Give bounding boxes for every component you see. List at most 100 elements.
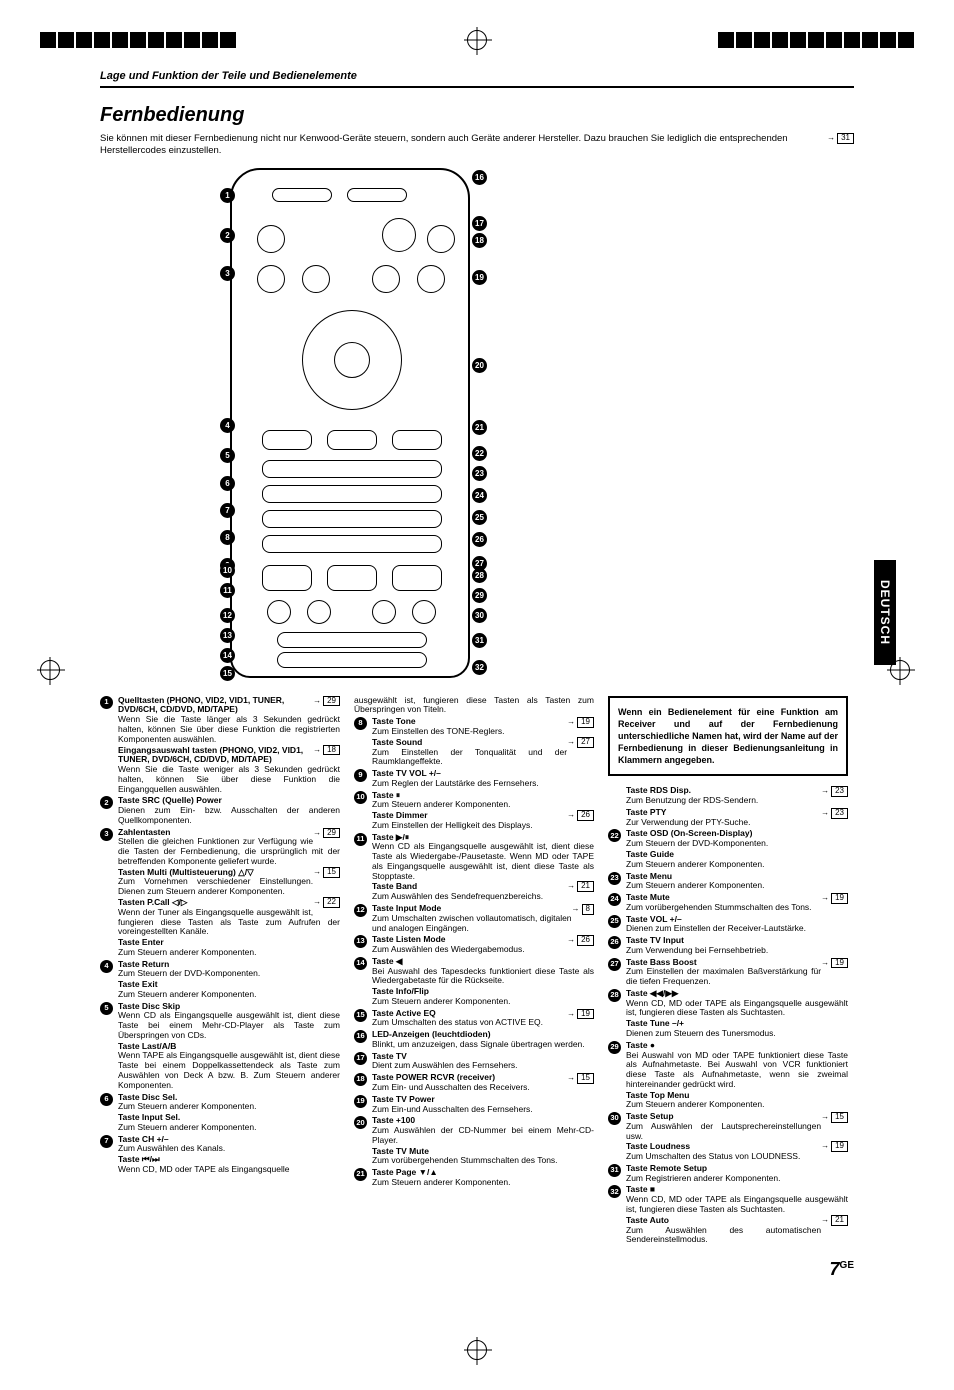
item-sub-description: Zum Steuern anderer Komponenten.	[372, 997, 594, 1007]
description-column-2: ausgewählt ist, fungieren diese Tasten a…	[354, 696, 594, 1247]
item-heading: Taste Page ▼/▲	[372, 1167, 438, 1177]
item-number-badge: 11	[354, 833, 367, 846]
item-description: Zum Reglen der Lautstärke des Fernsehers…	[372, 779, 594, 789]
page-ref: 29	[313, 696, 340, 707]
callout-number: 30	[472, 608, 487, 623]
item-heading: Quelltasten (PHONO, VID2, VID1, TUNER, D…	[118, 695, 284, 715]
item-heading: Taste Bass Boost	[626, 957, 697, 967]
registration-marks-top	[0, 0, 954, 50]
item-number-badge: 2	[100, 796, 113, 809]
callout-number: 2	[220, 228, 235, 243]
callout-number: 19	[472, 270, 487, 285]
callout-number: 8	[220, 530, 235, 545]
item-description: Zum Ein- und Ausschalten des Receivers.	[372, 1083, 594, 1093]
description-item: 19Taste TV PowerZum Ein-und Ausschalten …	[354, 1095, 594, 1115]
item-number-badge: 17	[354, 1052, 367, 1065]
item-sub-description: Zum Einstellen der Tonqualität und der R…	[372, 748, 594, 768]
item-sub-description: Zum Auswählen des Sendefrequenzbereichs.	[372, 892, 594, 902]
item-number-badge: 32	[608, 1185, 621, 1198]
description-item: 129Quelltasten (PHONO, VID2, VID1, TUNER…	[100, 696, 340, 795]
page-ref: 19	[821, 958, 848, 969]
page-number: 7GE	[100, 1259, 854, 1280]
item-description: Bei Auswahl von MD oder TAPE funktionier…	[626, 1051, 848, 1090]
remote-outline	[230, 168, 470, 678]
item-number-badge: 24	[608, 893, 621, 906]
item-description: Zum Auswählen des Wiedergabemodus.	[372, 945, 594, 955]
item-description: Zum Auswählen der CD-Nummer bei einem Me…	[372, 1126, 594, 1146]
callout-number: 24	[472, 488, 487, 503]
item-number-badge: 19	[354, 1095, 367, 1108]
item-description: Zum Steuern anderer Komponenten.	[372, 1178, 594, 1188]
callout-number: 23	[472, 466, 487, 481]
item-description: Zum Auswählen der Lautsprechereinstellun…	[626, 1122, 848, 1142]
item-number-badge: 6	[100, 1093, 113, 1106]
callout-number: 16	[472, 170, 487, 185]
item-description: Wenn CD als Eingangsquelle ausgewählt is…	[372, 842, 594, 881]
callout-number: 13	[220, 628, 235, 643]
description-item: 11 Taste ▶/⏸Wenn CD als Eingangsquelle au…	[354, 833, 594, 902]
item-description: Dienen zum Einstellen der Receiver-Lauts…	[626, 924, 848, 934]
item-sub-description: Wenn der Tuner als Eingangsquelle ausgew…	[118, 908, 340, 937]
item-heading: Taste TV VOL +/–	[372, 768, 441, 778]
item-sub-description: Wenn CD, MD oder TAPE als Eingangsquelle	[118, 1165, 340, 1175]
description-item: 23Taste MenuZum Steuern anderer Komponen…	[608, 872, 848, 892]
item-heading: Taste Listen Mode	[372, 934, 446, 944]
page-ref: 19	[821, 893, 848, 904]
callout-number: 25	[472, 510, 487, 525]
registration-target-icon	[467, 30, 487, 50]
item-description: Zum vorübergehenden Stummschalten des To…	[626, 903, 848, 913]
item-heading: Taste ■	[626, 1184, 655, 1194]
page-ref: 27	[567, 737, 594, 748]
description-item: 31Taste Remote SetupZum Registrieren and…	[608, 1164, 848, 1184]
description-item: 17Taste TVDient zum Auswählen des Fernse…	[354, 1052, 594, 1072]
page-ref: 21	[821, 1215, 848, 1226]
page-ref: 23	[821, 808, 848, 819]
item-sub-description: Zum Steuern anderer Komponenten.	[118, 990, 340, 1000]
item-number-badge: 21	[354, 1168, 367, 1181]
description-item: 29Taste ●Bei Auswahl von MD oder TAPE fu…	[608, 1041, 848, 1110]
item-description: Zum Steuern anderer Komponenten.	[118, 1102, 340, 1112]
item-number-badge: 29	[608, 1041, 621, 1054]
item-description: Wenn CD, MD oder TAPE als Eingangsquelle…	[626, 999, 848, 1019]
description-item: 5Taste Disc SkipWenn CD als Eingangsquel…	[100, 1002, 340, 1091]
item-number-badge: 26	[608, 936, 621, 949]
item-sub-description: Zum Vornehmen verschiedener Einstellunge…	[118, 877, 340, 897]
registration-target-bottom	[0, 1320, 954, 1390]
callout-number: 5	[220, 448, 235, 463]
item-heading: Taste ◀	[372, 956, 402, 966]
item-description: Zum Steuern anderer Komponenten.	[372, 800, 594, 810]
naming-note-box: Wenn ein Bedienelement für eine Funktion…	[608, 696, 848, 777]
callout-number: 7	[220, 503, 235, 518]
item-number-badge: 4	[100, 960, 113, 973]
section-breadcrumb: Lage und Funktion der Teile und Bedienel…	[100, 70, 854, 88]
item-description: Zum Umschalten zwischen vollautomatisch,…	[372, 914, 594, 934]
item-number-badge: 18	[354, 1073, 367, 1086]
description-item: 28Taste ◀◀/▶▶Wenn CD, MD oder TAPE als E…	[608, 989, 848, 1039]
item-heading: Taste +100	[372, 1115, 415, 1125]
callout-number: 15	[220, 666, 235, 681]
callout-number: 20	[472, 358, 487, 373]
callout-number: 18	[472, 233, 487, 248]
item-number-badge: 25	[608, 915, 621, 928]
callout-number: 31	[472, 633, 487, 648]
item-heading: Taste Remote Setup	[626, 1163, 707, 1173]
continuation-text: ausgewählt ist, fungieren diese Tasten a…	[354, 696, 594, 716]
item-heading: Taste OSD (On-Screen-Display)	[626, 828, 752, 838]
description-item: 1326Taste Listen ModeZum Auswählen des W…	[354, 935, 594, 955]
item-sub-description: Zum Steuern anderer Komponenten.	[118, 948, 340, 958]
item-number-badge: 9	[354, 769, 367, 782]
description-item: 9 Taste TV VOL +/–Zum Reglen der Lautstär…	[354, 769, 594, 789]
item-sub-heading: Eingangsauswahl tasten (PHONO, VID2, VID…	[118, 746, 340, 766]
callout-number: 6	[220, 476, 235, 491]
description-item: 32Taste ■Wenn CD, MD oder TAPE als Einga…	[608, 1185, 848, 1245]
item-heading: Taste Disc Skip	[118, 1001, 180, 1011]
item-number-badge: 8	[354, 717, 367, 730]
item-description: Dienen zum Ein- bzw. Ausschalten der and…	[118, 806, 340, 826]
item-description: Zum Auswählen des Kanals.	[118, 1144, 340, 1154]
page-ref: 26	[567, 810, 594, 821]
description-item: 22Taste OSD (On-Screen-Display)Zum Steue…	[608, 829, 848, 869]
page-ref: 22	[313, 897, 340, 908]
description-item: 6Taste Disc Sel.Zum Steuern anderer Komp…	[100, 1093, 340, 1133]
item-heading: Taste ▶/⏸	[372, 832, 409, 842]
description-item: 21 Taste Page ▼/▲Zum Steuern anderer Komp…	[354, 1168, 594, 1188]
